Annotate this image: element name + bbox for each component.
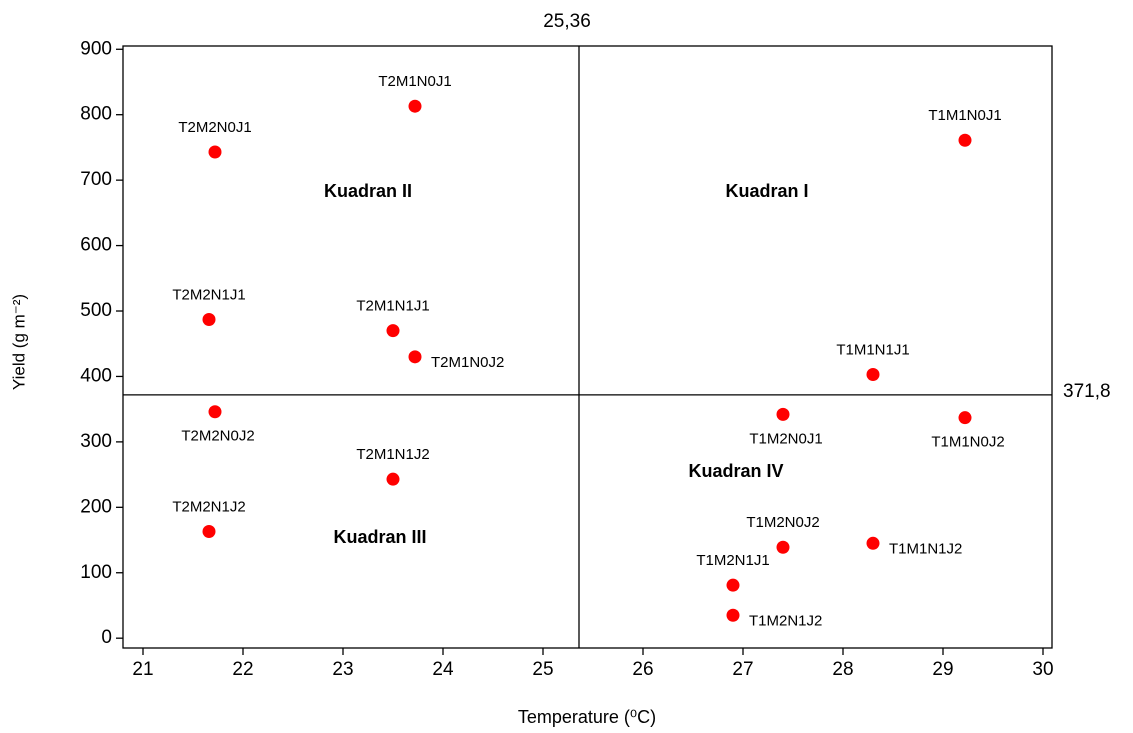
x-tick-label: 27 [732, 659, 753, 680]
x-tick-label: 24 [432, 659, 454, 680]
x-tick-label: 21 [132, 659, 153, 680]
point [866, 536, 880, 550]
point [202, 313, 216, 327]
point-label: T2M2N1J1 [172, 286, 245, 303]
y-tick-label: 300 [80, 431, 112, 452]
point-label: T1M2N0J2 [746, 514, 819, 531]
y-tick-label: 700 [80, 169, 112, 190]
y-tick-label: 500 [80, 300, 112, 321]
point [208, 405, 222, 419]
quadrant-label: Kuadran I [725, 181, 808, 201]
point-label: T2M2N0J1 [178, 119, 251, 136]
point [958, 133, 972, 147]
point [202, 525, 216, 539]
quadrant-label: Kuadran IV [688, 461, 783, 481]
point-label: T2M2N1J2 [172, 498, 245, 515]
point [726, 578, 740, 592]
quadrant-label: Kuadran III [333, 527, 426, 547]
x-tick-label: 30 [1032, 659, 1053, 680]
hline-label: 371,8 [1063, 381, 1111, 402]
x-axis-label: Temperature (⁰C) [518, 707, 656, 727]
y-tick-label: 900 [80, 38, 112, 59]
point-label: T2M1N0J1 [378, 73, 451, 90]
x-tick-label: 28 [832, 659, 853, 680]
y-tick-label: 200 [80, 496, 112, 517]
point-label: T2M1N1J2 [356, 446, 429, 463]
y-tick-label: 800 [80, 104, 112, 125]
point [408, 99, 422, 113]
point-label: T1M1N0J2 [931, 434, 1004, 451]
point-label: T2M2N0J2 [181, 428, 254, 445]
y-axis-label: Yield (g m⁻²) [9, 294, 28, 390]
x-tick-label: 29 [932, 659, 953, 680]
point-label: T1M2N1J1 [696, 552, 769, 569]
point [866, 367, 880, 381]
point [408, 350, 422, 364]
plot-frame [122, 45, 1053, 649]
point-label: T1M1N0J1 [928, 107, 1001, 124]
point [386, 324, 400, 338]
point [386, 472, 400, 486]
point-label: T1M1N1J2 [889, 540, 962, 557]
x-tick-label: 22 [232, 659, 253, 680]
point-label: T2M1N0J2 [431, 354, 504, 371]
quadrant-label: Kuadran II [324, 181, 412, 201]
point-label: T1M2N1J2 [749, 612, 822, 629]
point-label: T1M2N0J1 [749, 430, 822, 447]
y-tick-label: 0 [101, 627, 112, 648]
point-label: T2M1N1J1 [356, 298, 429, 315]
point [776, 540, 790, 554]
y-tick-label: 400 [80, 365, 112, 386]
y-tick-label: 100 [80, 562, 112, 583]
y-tick-label: 600 [80, 235, 112, 256]
vline-label: 25,36 [543, 11, 591, 32]
point [776, 407, 790, 421]
point [958, 411, 972, 425]
point-label: T1M1N1J1 [836, 341, 909, 358]
point [208, 145, 222, 159]
point [726, 608, 740, 622]
x-tick-label: 26 [632, 659, 653, 680]
x-tick-label: 25 [532, 659, 553, 680]
x-tick-label: 23 [332, 659, 353, 680]
